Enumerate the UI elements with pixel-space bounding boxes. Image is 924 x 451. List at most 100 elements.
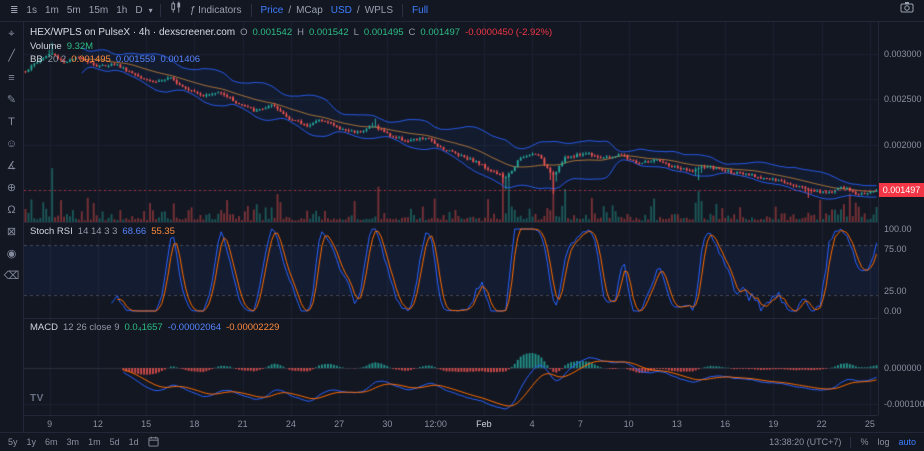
fib-retracement-tool-icon[interactable]: ≡ [8,72,15,84]
usd-wpls-slash: / [356,5,360,16]
wpls-toggle-button[interactable]: WPLS [364,5,394,16]
time-axis-label: 16 [720,419,731,429]
bb-name: BB [30,54,43,65]
bb-basis-value: 0.001495 [71,54,111,65]
bottom-toolbar: 5y 1y 6m 3m 1m 5d 1d 13:38:20 (UTC+7) % … [0,432,924,451]
indicators-button[interactable]: ƒ Indicators [186,0,246,21]
ohlc-low-label: L [353,27,359,38]
time-axis-label: 25 [864,419,875,429]
auto-scale-button[interactable]: auto [898,437,916,447]
pane-separator[interactable] [24,222,878,223]
lock-drawings-icon[interactable]: ⊠ [6,226,17,238]
measure-tool-icon[interactable]: ∡ [6,160,17,172]
macd-signal-value: -0.00002229 [226,322,280,333]
axis-tick-label: 0.000000 [884,363,922,373]
axis-tick-label: 100.00 [884,224,912,234]
bottombar-divider [850,436,852,448]
zoom-tool-icon[interactable]: ⊕ [6,182,17,194]
time-axis-label: 12 [92,419,103,429]
bb-params: 20 2 [47,54,67,65]
hide-drawings-eye-icon[interactable]: ◉ [6,248,17,260]
toolbar-divider [402,4,404,17]
delete-drawings-trash-icon[interactable]: ⌫ [3,270,20,282]
tradingview-logo[interactable]: TV [30,393,44,404]
bb-legend[interactable]: BB 20 2 0.001495 0.001559 0.001406 [30,54,200,65]
clock-display[interactable]: 13:38:20 (UTC+7) [769,437,842,447]
pane-separator[interactable] [24,318,878,319]
usd-toggle-button[interactable]: USD [330,5,352,16]
timeframe-1d-button[interactable]: D [135,5,143,16]
go-to-date-calendar-icon[interactable] [148,436,159,449]
time-axis-label: 22 [816,419,827,429]
range-6m-button[interactable]: 6m [45,437,58,447]
range-1y-button[interactable]: 1y [26,437,37,447]
camera-glyph [900,2,914,13]
ohlc-close-value: 0.001497 [420,27,461,38]
timeframe-1s-button[interactable]: 1s [26,5,37,16]
range-5d-button[interactable]: 5d [109,437,120,447]
macd-pane-canvas[interactable] [24,318,878,415]
axis-tick-label: 0.002000 [884,140,922,150]
brush-tool-icon[interactable]: ✎ [6,94,17,106]
time-axis-label: 13 [671,419,682,429]
price-toggle-button[interactable]: Price [260,5,284,16]
percent-scale-button[interactable]: % [860,437,869,447]
volume-label: Volume [30,41,62,52]
magnet-tool-icon[interactable]: Ω [7,204,16,216]
axis-tick-label: 75.00 [884,244,907,254]
time-axis-label: 4 [529,419,535,429]
time-axis-label: 15 [141,419,152,429]
volume-legend[interactable]: Volume 9.32M [30,41,93,52]
emoji-tool-icon[interactable]: ☺ [5,138,18,150]
ohlc-close-label: C [408,27,416,38]
range-5y-button[interactable]: 5y [8,437,18,447]
price-pane-canvas[interactable] [24,22,878,222]
time-axis-label: 10 [623,419,634,429]
timeframe-5m-button[interactable]: 5m [66,5,81,16]
stoch-rsi-pane-canvas[interactable] [24,222,878,318]
range-1d-button[interactable]: 1d [128,437,139,447]
price-axis[interactable]: 0.001497 0.003000 0.002500 0.002000 100.00 7… [878,22,924,415]
timeframe-dropdown-caret-icon[interactable]: ▾ [148,6,153,15]
price-mcap-slash: / [288,5,292,16]
indicators-label: Indicators [198,5,242,16]
timeframe-1h-button[interactable]: 1h [116,5,128,16]
ohlc-high-value: 0.001542 [308,27,349,38]
time-axis-label: 24 [285,419,296,429]
stoch-name: Stoch RSI [30,226,73,237]
log-scale-button[interactable]: log [877,437,890,447]
last-price-tag: 0.001497 [879,183,924,197]
main-legend[interactable]: HEX/WPLS on PulseX · 4h · dexscreener.co… [30,27,552,38]
text-tool-icon[interactable]: T [8,116,15,128]
candle-style-icon[interactable] [166,0,186,21]
time-axis-label: 30 [382,419,393,429]
toolbar-divider [250,4,252,17]
time-axis-label: 18 [189,419,200,429]
axis-tick-label: 25.00 [884,286,907,296]
trendline-tool-icon[interactable]: ╱ [8,50,15,62]
time-axis-label: 7 [577,419,583,429]
time-axis-label: Feb [476,419,492,429]
crosshair-tool-icon[interactable]: ⌖ [8,28,15,40]
range-3m-button[interactable]: 3m [66,437,80,447]
time-axis-label: 12:00 [424,419,447,429]
time-axis-label: 21 [237,419,248,429]
range-1m-button[interactable]: 1m [88,437,101,447]
timeframe-15m-button[interactable]: 15m [88,5,109,16]
time-axis-label: 9 [47,419,53,429]
timeframe-1m-button[interactable]: 1m [44,5,59,16]
mcap-toggle-button[interactable]: MCap [296,5,323,16]
app-menu-icon[interactable]: ≣ [10,5,19,16]
fullscreen-button[interactable]: Full [412,5,429,16]
time-axis[interactable]: 9 12 15 18 21 24 27 30 12:00 Feb 4 7 10 13 16 19 22 25 [24,415,878,433]
macd-legend[interactable]: MACD 12 26 close 9 0.0₄1657 -0.00002064 … [30,322,279,333]
price-change-value: -0.0000450 (-2.92%) [465,27,553,38]
screenshot-camera-icon[interactable] [896,0,918,21]
top-toolbar: ≣ 1s 1m 5m 15m 1h D ▾ ƒ Indicators Price … [0,0,924,22]
axis-tick-label: 0.003000 [884,49,922,59]
ohlc-open-value: 0.001542 [252,27,293,38]
axis-tick-label: -0.000100 [884,399,924,409]
ohlc-low-value: 0.001495 [363,27,404,38]
stoch-k-value: 68.66 [122,226,147,237]
stoch-rsi-legend[interactable]: Stoch RSI 14 14 3 3 68.66 55.35 [30,226,175,237]
